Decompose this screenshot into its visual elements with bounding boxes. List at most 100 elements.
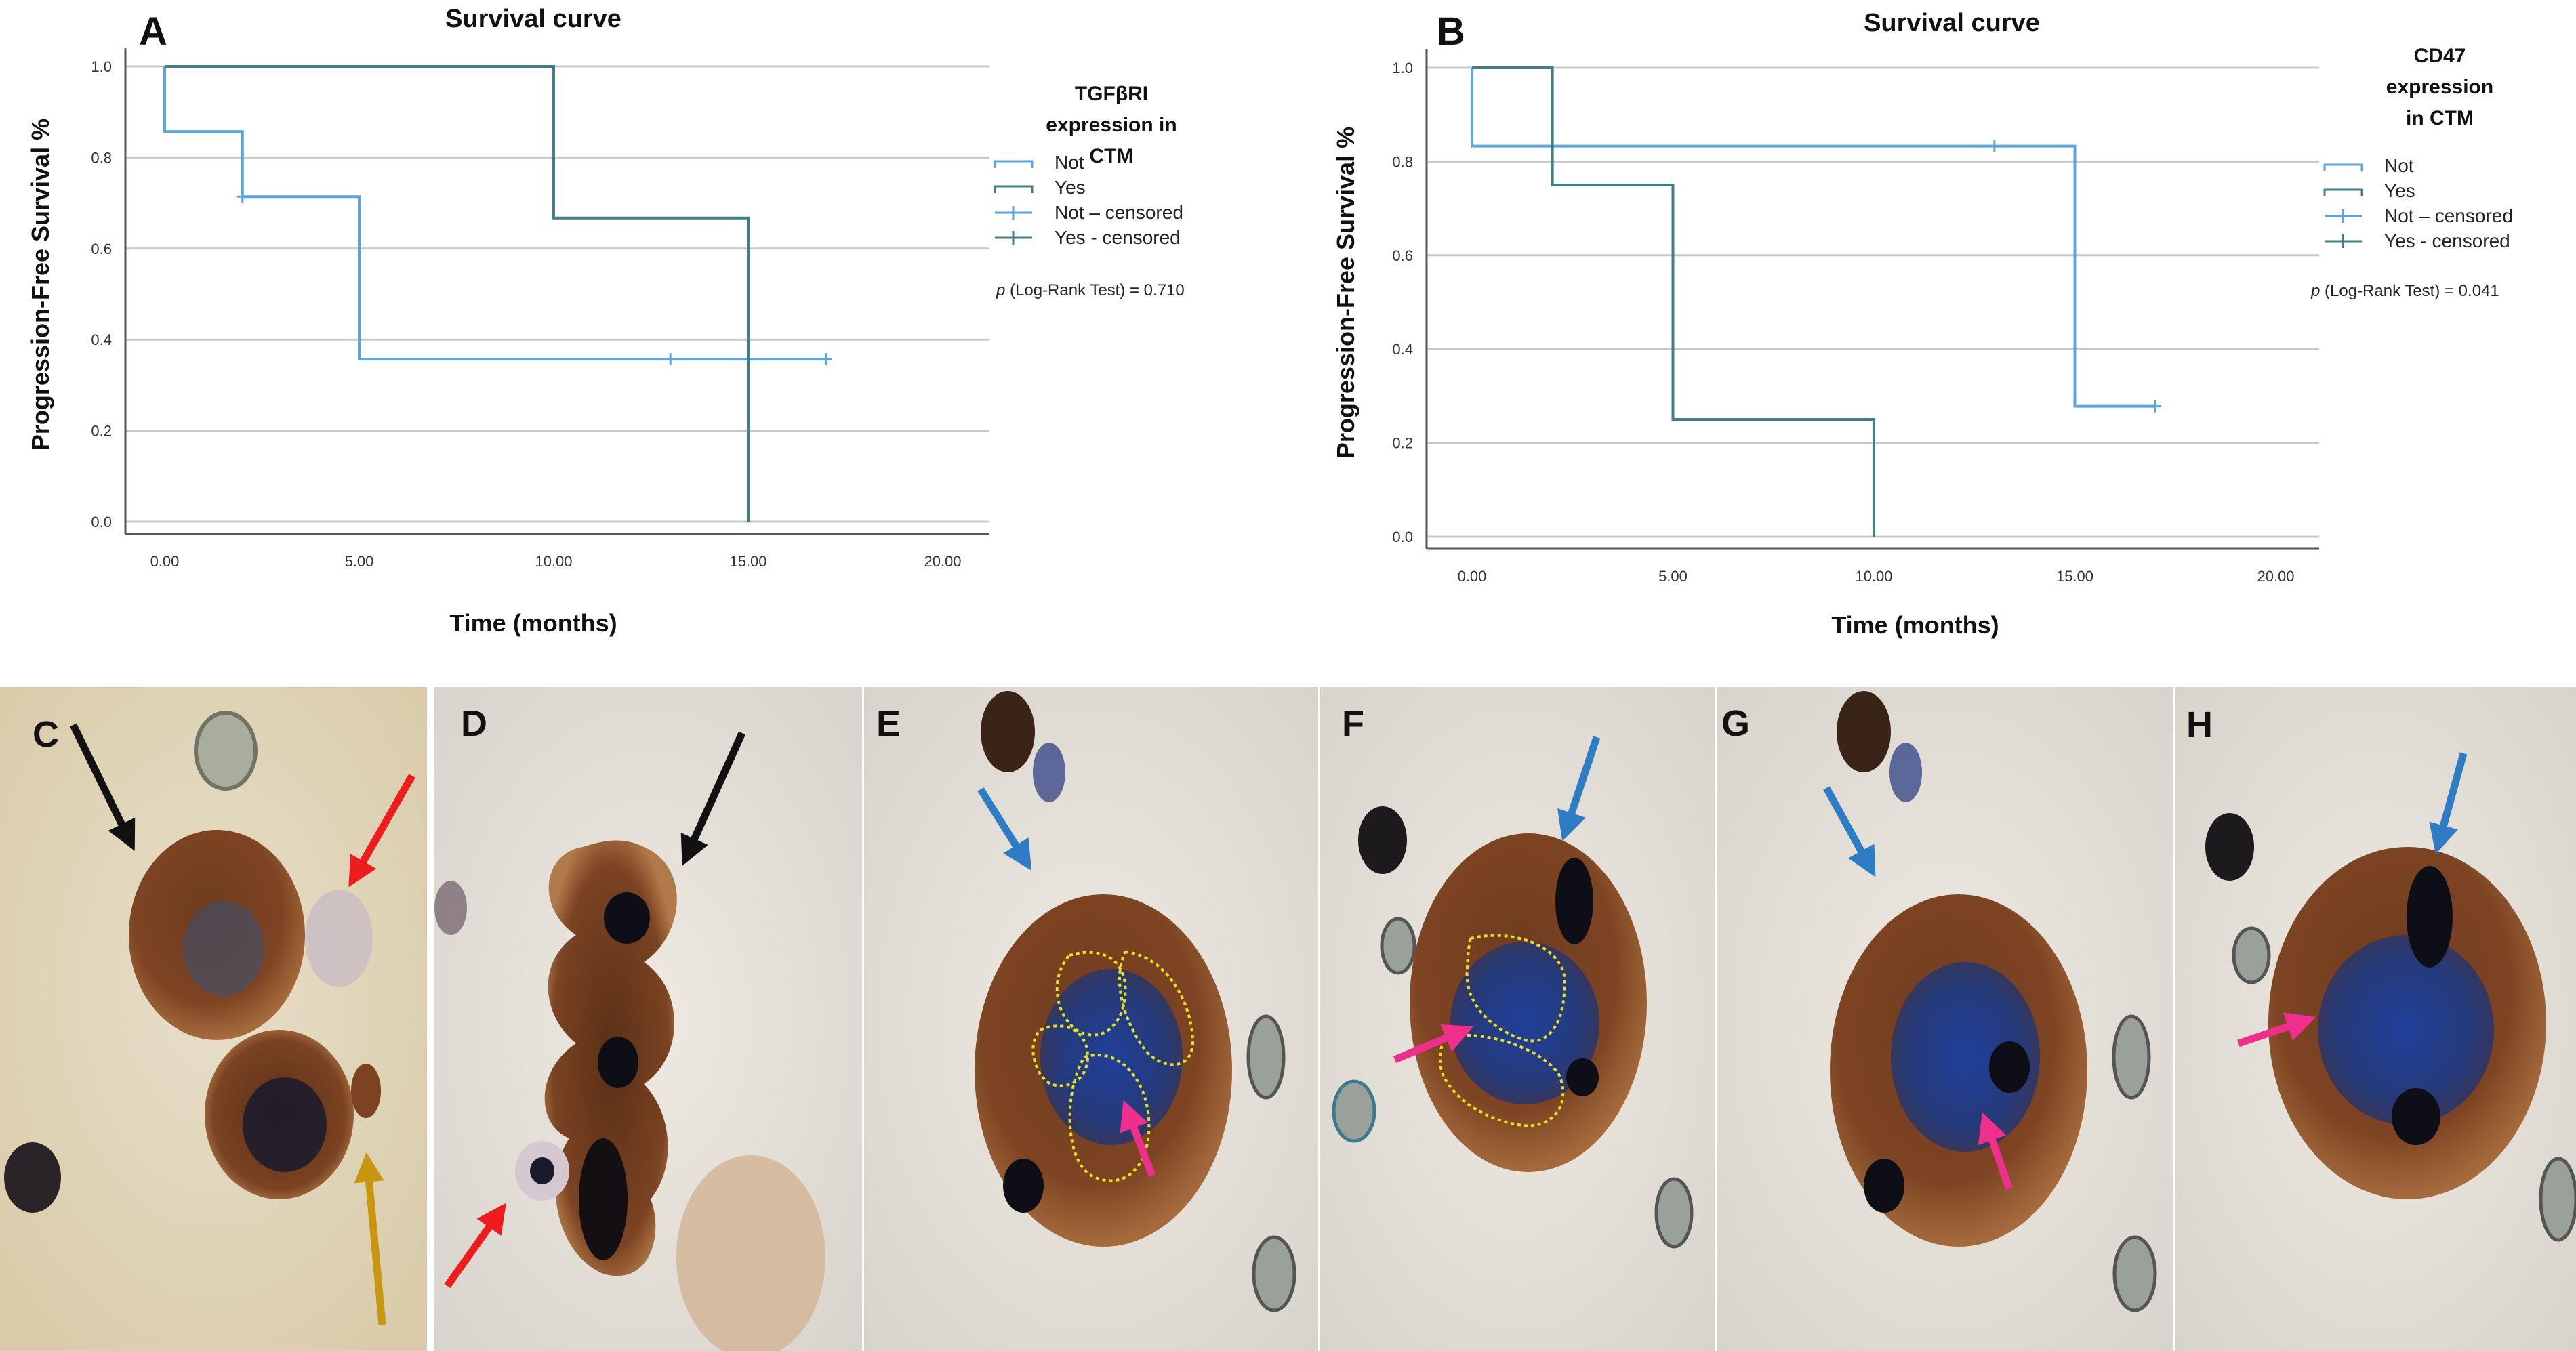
photo-e-clump	[981, 691, 1035, 772]
chart-b-grid	[1427, 66, 2319, 538]
chart-a-title: Survival curve	[445, 5, 621, 33]
photo-panel-h: H	[2175, 687, 2576, 1351]
photo-f-nucleus	[1450, 942, 1599, 1104]
photo-e-outline-4	[1068, 1054, 1151, 1182]
legend-title-line: expression	[2386, 76, 2493, 98]
x-tick-label: 5.00	[1658, 568, 1688, 585]
photo-panel-f: F	[1320, 687, 1715, 1351]
legend-symbol	[2325, 234, 2362, 248]
photo-c-nucleus-upper	[183, 901, 264, 996]
x-tick-label: 15.00	[729, 553, 766, 570]
y-tick-label: 0.0	[91, 514, 112, 531]
photo-d-black-arrow	[680, 731, 746, 867]
legend-symbol	[995, 231, 1032, 245]
x-tick-label: 10.00	[1855, 568, 1892, 585]
legend-step-symbol	[994, 160, 1034, 168]
photo-d-nucleus-1	[604, 892, 650, 944]
censor-mark-not	[2149, 400, 2162, 413]
photo-e-outline-1	[1055, 951, 1127, 1037]
photo-panel-d: D	[434, 687, 862, 1351]
legend-entry-label: Yes	[1055, 177, 1086, 198]
chart-a-x-axis-label: Time (months)	[449, 609, 617, 637]
chart-a-y-ticks: 0.0 0.2 0.4 0.6 0.8 1.0	[91, 58, 112, 531]
photo-g-bead-2	[2112, 1235, 2157, 1312]
photo-g-clump	[1837, 691, 1891, 772]
legend-step-symbol	[994, 185, 1034, 193]
photo-panel-c: C	[0, 687, 427, 1351]
legend-title-line: CD47	[2414, 45, 2466, 67]
legend-title-line: in CTM	[2406, 107, 2474, 129]
y-tick-label: 0.4	[1392, 341, 1413, 358]
legend-symbol	[2323, 163, 2363, 171]
chart-a-y-axis-label: Progression-Free Survival %	[26, 119, 54, 451]
photo-panel-e: E	[864, 687, 1318, 1351]
photo-g-clump-blue	[1889, 743, 1922, 802]
photo-f-bead-3	[1654, 1177, 1694, 1249]
legend-symbol	[994, 185, 1034, 193]
photo-e-bead-1	[1246, 1014, 1286, 1100]
y-tick-label: 0.0	[1392, 528, 1413, 545]
photo-c-dark-bead	[4, 1142, 61, 1213]
chart-b-pvalue: p (Log-Rank Test) = 0.041	[2310, 282, 2499, 300]
chart-a-series	[163, 65, 832, 522]
photo-d-small-nucleus	[530, 1157, 554, 1184]
survival-chart-a: A Survival curve 0.0 0.2 0.4 0.6 0.8 1.0 0.00…	[26, 5, 1185, 637]
photo-f-outline-2	[1438, 1033, 1565, 1127]
chart-b-title: Survival curve	[1864, 9, 2040, 37]
legend-entry-label: Not	[1055, 152, 1084, 173]
photo-e-dark-spot	[1003, 1159, 1044, 1213]
photo-c-bleb	[351, 1064, 381, 1118]
legend-symbol	[994, 160, 1034, 168]
chart-b-legend: CD47 expression in CTM Not Yes Not – censored…	[2323, 45, 2513, 251]
chart-b-y-ticks: 0.0 0.2 0.4 0.6 0.8 1.0	[1392, 60, 1413, 545]
legend-entry-label: Yes - censored	[2384, 230, 2510, 251]
photo-c-side-cell	[305, 890, 373, 987]
photo-d-nucleus-3	[579, 1138, 628, 1260]
chart-a-axes	[124, 48, 989, 535]
photo-label-f: F	[1342, 703, 1364, 744]
photo-h-blue-arrow	[2429, 752, 2468, 854]
x-tick-label: 5.00	[345, 553, 374, 570]
chart-b-y-axis-label: Progression-Free Survival %	[1332, 127, 1359, 459]
photo-label-e: E	[876, 703, 901, 744]
legend-title-line: TGFβRI	[1075, 83, 1148, 105]
photo-f-pink-arrow	[1393, 1024, 1474, 1064]
y-tick-label: 1.0	[1392, 60, 1413, 77]
x-tick-label: 20.00	[924, 553, 961, 570]
y-tick-label: 0.6	[91, 241, 112, 257]
y-tick-label: 0.6	[1392, 247, 1413, 264]
photo-e-clump-blue	[1033, 743, 1065, 802]
chart-a-pvalue: p (Log-Rank Test) = 0.710	[996, 281, 1185, 299]
y-tick-label: 1.0	[91, 58, 112, 75]
chart-b-series	[1471, 66, 2162, 537]
y-tick-label: 0.2	[1392, 435, 1413, 452]
photo-f-outline-1	[1465, 934, 1566, 1043]
photo-d-nucleus-2	[598, 1037, 638, 1088]
photo-d-debris	[676, 1155, 825, 1351]
photo-e-outline-2	[1118, 950, 1195, 1066]
chart-a-grid	[125, 65, 989, 523]
legend-title-line: expression in	[1046, 114, 1177, 136]
photo-h-bead-1	[2232, 926, 2271, 984]
photo-h-pink-arrow	[2237, 1012, 2316, 1047]
photo-e-blue-arrow	[977, 787, 1032, 871]
photo-f-dark-spot-2	[1566, 1058, 1599, 1096]
x-tick-label: 15.00	[2056, 568, 2093, 585]
photo-f-blue-arrow	[1557, 736, 1601, 841]
y-tick-label: 0.8	[1392, 153, 1413, 170]
legend-step-symbol	[2323, 188, 2363, 196]
panel-letter-b: B	[1437, 9, 1465, 54]
survival-chart-b: B Survival curve 0.0 0.2 0.4 0.6 0.8 1.0 0.0 0…	[1332, 9, 2513, 639]
legend-symbol	[2325, 209, 2362, 223]
photo-d-red-arrow	[444, 1203, 506, 1289]
legend-entry-label: Yes - censored	[1055, 227, 1181, 248]
photo-g-pink-arrow	[1978, 1112, 2013, 1190]
censor-mark-not	[236, 190, 249, 203]
photo-e-bead-2	[1252, 1235, 1296, 1312]
photo-f-bead-1	[1380, 917, 1416, 975]
photo-label-h: H	[2186, 705, 2213, 745]
photo-h-dark-spot-2	[2392, 1088, 2440, 1145]
photo-g-dark-spot-1	[1864, 1159, 1904, 1213]
photo-h-nucleus	[2318, 935, 2494, 1125]
photo-label-g: G	[1721, 703, 1750, 744]
